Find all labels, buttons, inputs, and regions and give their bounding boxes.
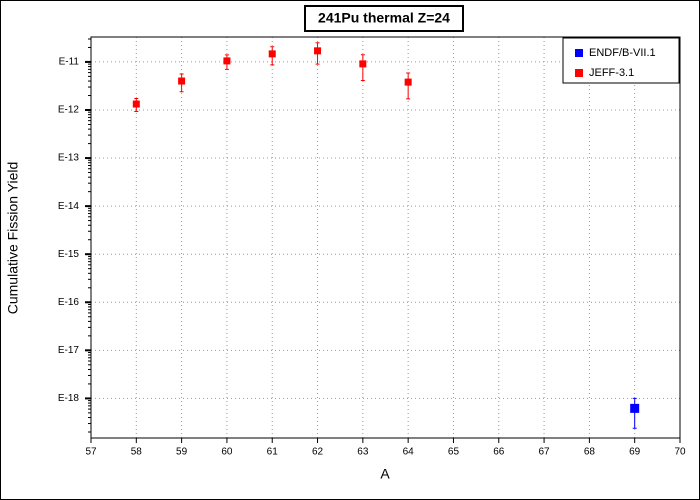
x-tick-label: 58 [131,447,143,458]
plot-frame [90,36,681,439]
y-tick-label: E-11 [59,57,80,68]
y-tick-label: E-18 [58,393,80,404]
error-bar [360,54,365,82]
title-box [304,5,464,32]
x-axis-label: A [380,466,390,482]
x-tick-label: 64 [403,447,415,458]
marker [178,77,186,85]
x-tick-label: 59 [176,447,188,458]
marker [268,50,276,58]
marker [359,60,367,68]
x-tick-label: 66 [493,447,505,458]
legend-label: ENDF/B-VII.1 [589,47,656,59]
legend-label: JEFF-3.1 [589,67,634,79]
x-tick-label: 62 [312,447,324,458]
x-tick-label: 60 [221,447,233,458]
x-tick-label: 67 [539,447,551,458]
y-tick-label: E-14 [58,201,80,212]
marker [132,100,140,108]
chart-title: 241Pu thermal Z=24 [318,10,450,26]
legend-swatch [575,49,583,57]
y-tick-label: E-17 [58,345,80,356]
x-tick-label: 63 [357,447,369,458]
marker [404,78,412,86]
x-tick-label: 70 [674,447,686,458]
marker [314,47,322,55]
y-tick-label: E-12 [58,105,80,116]
error-bar [632,397,637,429]
legend-swatch [575,69,583,77]
x-tick-label: 61 [267,447,279,458]
marker [223,57,231,65]
x-tick-label: 57 [85,447,97,458]
y-tick-label: E-15 [58,249,80,260]
error-bar [406,72,411,100]
y-axis-label: Cumulative Fission Yield [5,162,21,315]
x-tick-label: 65 [448,447,460,458]
y-tick-label: E-13 [58,153,80,164]
x-tick-label: 68 [584,447,596,458]
y-tick-label: E-16 [58,297,80,308]
marker [630,403,640,413]
x-tick-label: 69 [629,447,641,458]
